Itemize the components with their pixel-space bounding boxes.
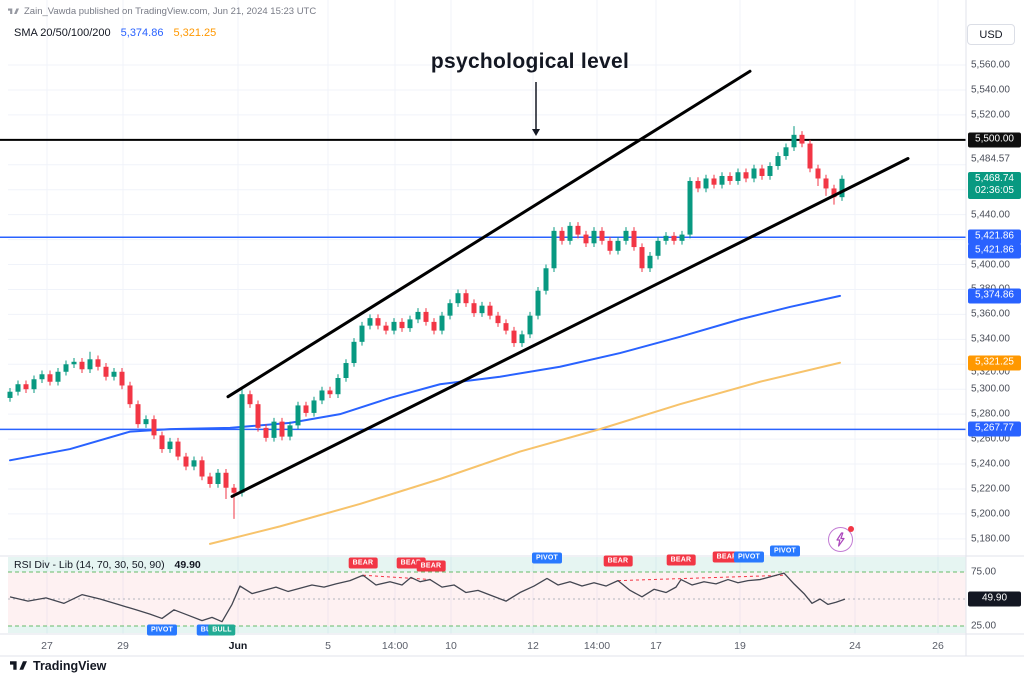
sma-value-blue: 5,374.86: [120, 27, 164, 39]
sma-legend-label: SMA 20/50/100/200: [14, 27, 111, 39]
publisher-text: Zain_Vawda published on TradingView.com,…: [24, 6, 317, 17]
annotation-arrow: [532, 82, 540, 136]
lightning-bolt-icon: [836, 532, 845, 547]
publisher-note: Zain_Vawda published on TradingView.com,…: [8, 6, 316, 17]
trend-channel: [226, 69, 910, 498]
tradingview-logo-icon: [10, 661, 27, 670]
quick-alert-button[interactable]: [828, 526, 854, 552]
sma-value-orange: 5,321.25: [173, 27, 217, 39]
candlestick-series: [7, 126, 845, 519]
rsi-legend-label: RSI Div - Lib (14, 70, 30, 50, 90): [14, 559, 165, 571]
footer-brand-text: TradingView: [33, 659, 107, 673]
currency-selector-button[interactable]: USD: [967, 24, 1015, 45]
grid-lines: [8, 0, 966, 634]
rsi-indicator: [8, 571, 966, 627]
moving-averages: [9, 294, 841, 545]
footer-brand[interactable]: TradingView: [10, 659, 106, 673]
tradingview-mini-logo-icon: [8, 8, 19, 14]
annotation-text: psychological level: [430, 50, 630, 73]
indicator-legend-rsi[interactable]: RSI Div - Lib (14, 70, 30, 50, 90) 49.90: [14, 559, 201, 571]
rsi-background-bands: [8, 557, 966, 633]
alert-notification-dot: [848, 526, 854, 532]
horizontal-price-lines: [0, 138, 966, 431]
indicator-legend-sma[interactable]: SMA 20/50/100/200 5,374.86 5,321.25: [14, 27, 216, 39]
rsi-legend-value: 49.90: [174, 559, 201, 571]
